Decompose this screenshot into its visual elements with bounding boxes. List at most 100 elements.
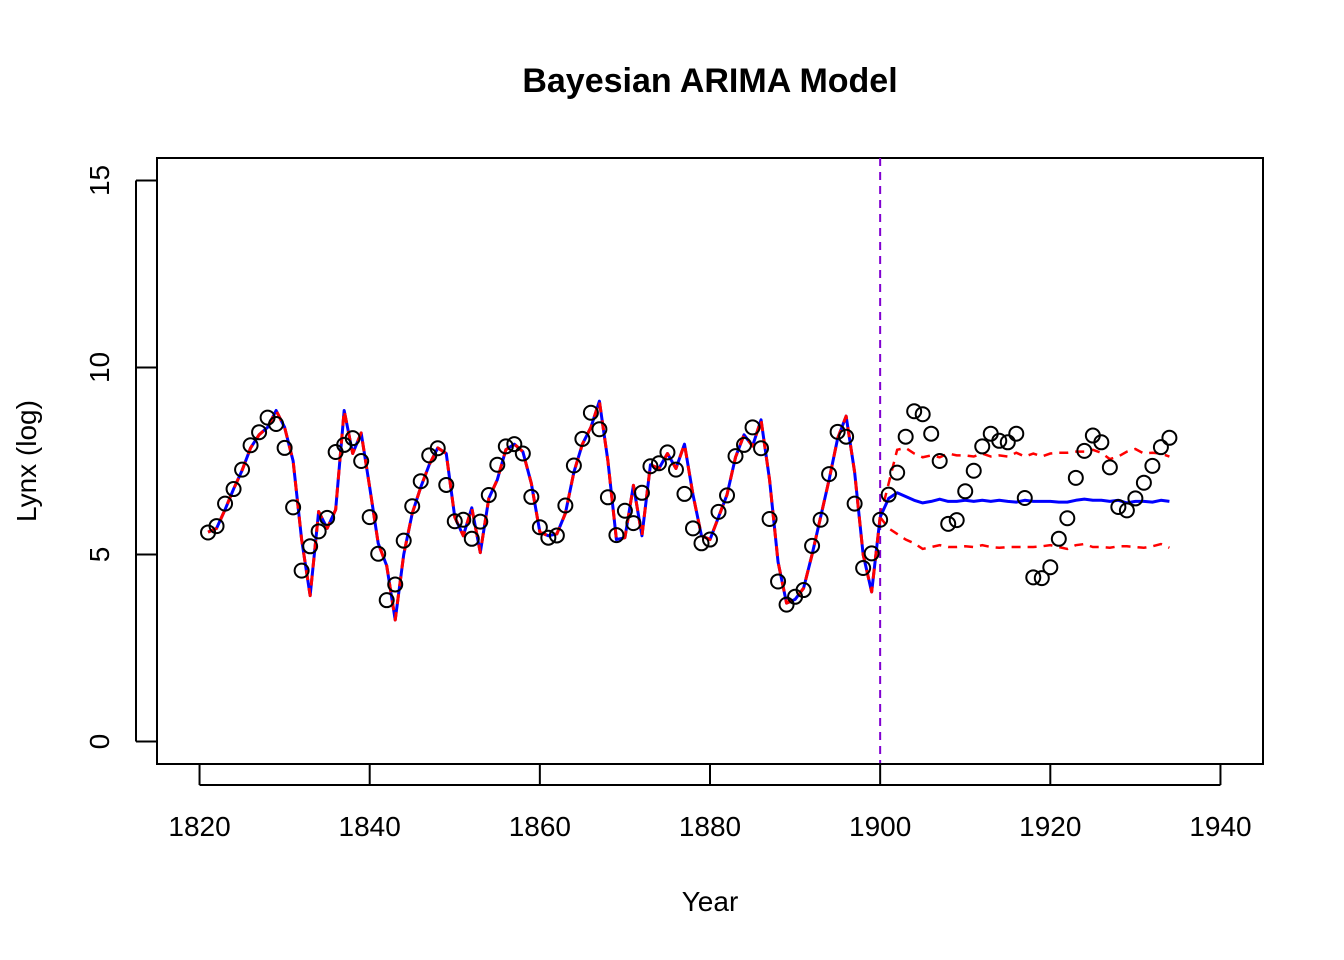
observed-point bbox=[429, 440, 446, 457]
observed-point bbox=[404, 498, 421, 515]
upper-interval-line bbox=[878, 446, 1170, 518]
observed-point bbox=[574, 430, 591, 447]
observed-point bbox=[1025, 569, 1042, 586]
observed-point bbox=[642, 458, 659, 475]
observed-point bbox=[268, 415, 285, 432]
observed-point bbox=[565, 457, 582, 474]
observed-point bbox=[353, 453, 370, 469]
observed-point bbox=[582, 404, 599, 421]
chart-title: Bayesian ARIMA Model bbox=[522, 62, 897, 100]
observed-point bbox=[736, 436, 753, 453]
y-axis-label: Lynx (log) bbox=[11, 400, 42, 522]
observed-point bbox=[948, 512, 965, 529]
observed-point bbox=[387, 576, 404, 593]
observed-point bbox=[506, 436, 523, 453]
plot-area bbox=[200, 158, 1178, 764]
observed-point bbox=[276, 439, 293, 456]
observed-point bbox=[395, 532, 412, 549]
observed-point bbox=[557, 497, 574, 514]
observed-point bbox=[531, 519, 548, 536]
observed-point bbox=[889, 464, 906, 481]
x-axis: 1820 1840 1860 1880 1900 1920 1940 bbox=[168, 763, 1252, 842]
y-tick-label: 5 bbox=[84, 547, 115, 563]
observed-point bbox=[463, 530, 480, 547]
observed-point bbox=[625, 515, 642, 532]
observed-point bbox=[702, 531, 718, 548]
observed-point bbox=[855, 559, 872, 576]
observed-point bbox=[523, 488, 540, 505]
observed-point bbox=[438, 476, 455, 493]
observed-point bbox=[1101, 459, 1118, 476]
x-tick-label: 1940 bbox=[1189, 811, 1251, 842]
observed-point bbox=[650, 455, 667, 472]
lower-interval-line bbox=[879, 516, 1170, 551]
observed-point bbox=[599, 489, 616, 506]
y-axis: 0 5 10 15 bbox=[84, 165, 158, 749]
x-tick-label: 1900 bbox=[849, 811, 911, 842]
observed-point bbox=[999, 434, 1016, 451]
observed-point bbox=[412, 473, 429, 490]
observed-point bbox=[965, 462, 982, 479]
observed-point bbox=[991, 432, 1008, 449]
y-tick-label: 10 bbox=[84, 352, 115, 383]
observed-point bbox=[1059, 510, 1076, 527]
observed-point bbox=[378, 592, 395, 609]
observed-point bbox=[872, 511, 889, 528]
x-tick-label: 1820 bbox=[168, 811, 230, 842]
observed-point bbox=[514, 445, 531, 462]
observed-point bbox=[1127, 490, 1144, 507]
observed-point bbox=[616, 502, 633, 519]
observed-point bbox=[795, 582, 812, 599]
plot-frame bbox=[156, 157, 1264, 765]
observed-point bbox=[1118, 502, 1135, 519]
observed-point bbox=[285, 499, 302, 516]
observed-point bbox=[846, 495, 863, 512]
fitted-line bbox=[207, 399, 882, 622]
observed-point bbox=[684, 520, 701, 537]
observed-point bbox=[455, 511, 472, 528]
observed-point bbox=[480, 487, 497, 504]
x-tick-label: 1840 bbox=[339, 811, 401, 842]
observed-point bbox=[1067, 469, 1084, 486]
observed-point bbox=[829, 423, 846, 440]
observed-point bbox=[906, 403, 923, 420]
observed-point bbox=[1135, 474, 1152, 491]
y-tick-label: 15 bbox=[84, 165, 115, 196]
observed-point bbox=[242, 437, 259, 454]
observed-point bbox=[804, 537, 821, 554]
observed-point bbox=[1152, 439, 1169, 456]
observed-point bbox=[957, 483, 974, 500]
observed-point bbox=[940, 515, 957, 532]
x-tick-label: 1860 bbox=[509, 811, 571, 842]
y-tick-label: 0 bbox=[84, 734, 115, 750]
observed-point bbox=[1144, 457, 1161, 474]
observed-point bbox=[897, 428, 914, 445]
observed-point bbox=[310, 523, 327, 540]
x-tick-label: 1880 bbox=[679, 811, 741, 842]
observed-point bbox=[821, 466, 838, 483]
observed-point bbox=[608, 527, 625, 544]
observed-point bbox=[719, 487, 736, 504]
x-tick-label: 1920 bbox=[1019, 811, 1081, 842]
observed-point bbox=[633, 484, 650, 501]
observed-point bbox=[659, 444, 676, 461]
observed-point bbox=[208, 518, 225, 535]
observed-point bbox=[1093, 434, 1110, 451]
observed-point bbox=[234, 461, 251, 478]
observed-point bbox=[770, 573, 787, 590]
observed-point bbox=[693, 535, 710, 552]
observed-point bbox=[880, 486, 897, 503]
observed-point bbox=[1033, 570, 1050, 587]
observed-point bbox=[931, 453, 948, 469]
observed-point bbox=[370, 545, 387, 562]
observed-point bbox=[744, 419, 761, 436]
observed-point bbox=[344, 430, 361, 447]
observed-point bbox=[293, 562, 310, 579]
observed-point bbox=[1161, 429, 1178, 446]
observed-point bbox=[812, 511, 829, 528]
observed-point bbox=[472, 513, 489, 530]
observed-point bbox=[974, 438, 991, 455]
observed-point bbox=[361, 509, 378, 526]
observed-point bbox=[761, 510, 778, 527]
